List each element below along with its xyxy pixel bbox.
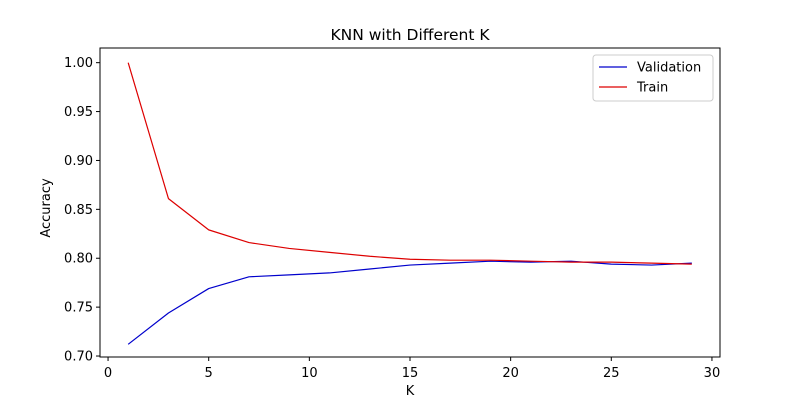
series-line-validation: [127, 260, 692, 345]
x-tick-label: 30: [704, 366, 721, 381]
legend-label-validation: Validation: [637, 61, 701, 76]
y-tick-label: 1.00: [64, 56, 93, 71]
plot-area: 0 5 10 15 20 25 30 0.70 0.75 0.80 0.85 0.90 0.95 1.00: [64, 47, 721, 381]
series-line-train: [127, 62, 692, 265]
y-tick-label: 0.95: [64, 105, 93, 120]
x-tick-label: 20: [502, 366, 519, 381]
x-tick-label: 10: [301, 366, 318, 381]
y-tick-label: 0.80: [64, 252, 93, 267]
x-axis-label: K: [406, 384, 415, 399]
y-tick-label: 0.75: [64, 301, 93, 316]
legend-label-train: Train: [636, 81, 668, 96]
y-axis-label: Accuracy: [39, 178, 54, 238]
x-tick-label: 0: [104, 366, 112, 381]
chart-title: KNN with Different K: [330, 26, 490, 44]
x-tick-label: 5: [205, 366, 213, 381]
y-tick-label: 0.70: [64, 350, 93, 365]
x-tick-label: 15: [402, 366, 419, 381]
y-tick-label: 0.90: [64, 154, 93, 169]
legend: Validation Train: [592, 54, 714, 102]
x-tick-label: 25: [603, 366, 620, 381]
y-tick-label: 0.85: [64, 203, 93, 218]
